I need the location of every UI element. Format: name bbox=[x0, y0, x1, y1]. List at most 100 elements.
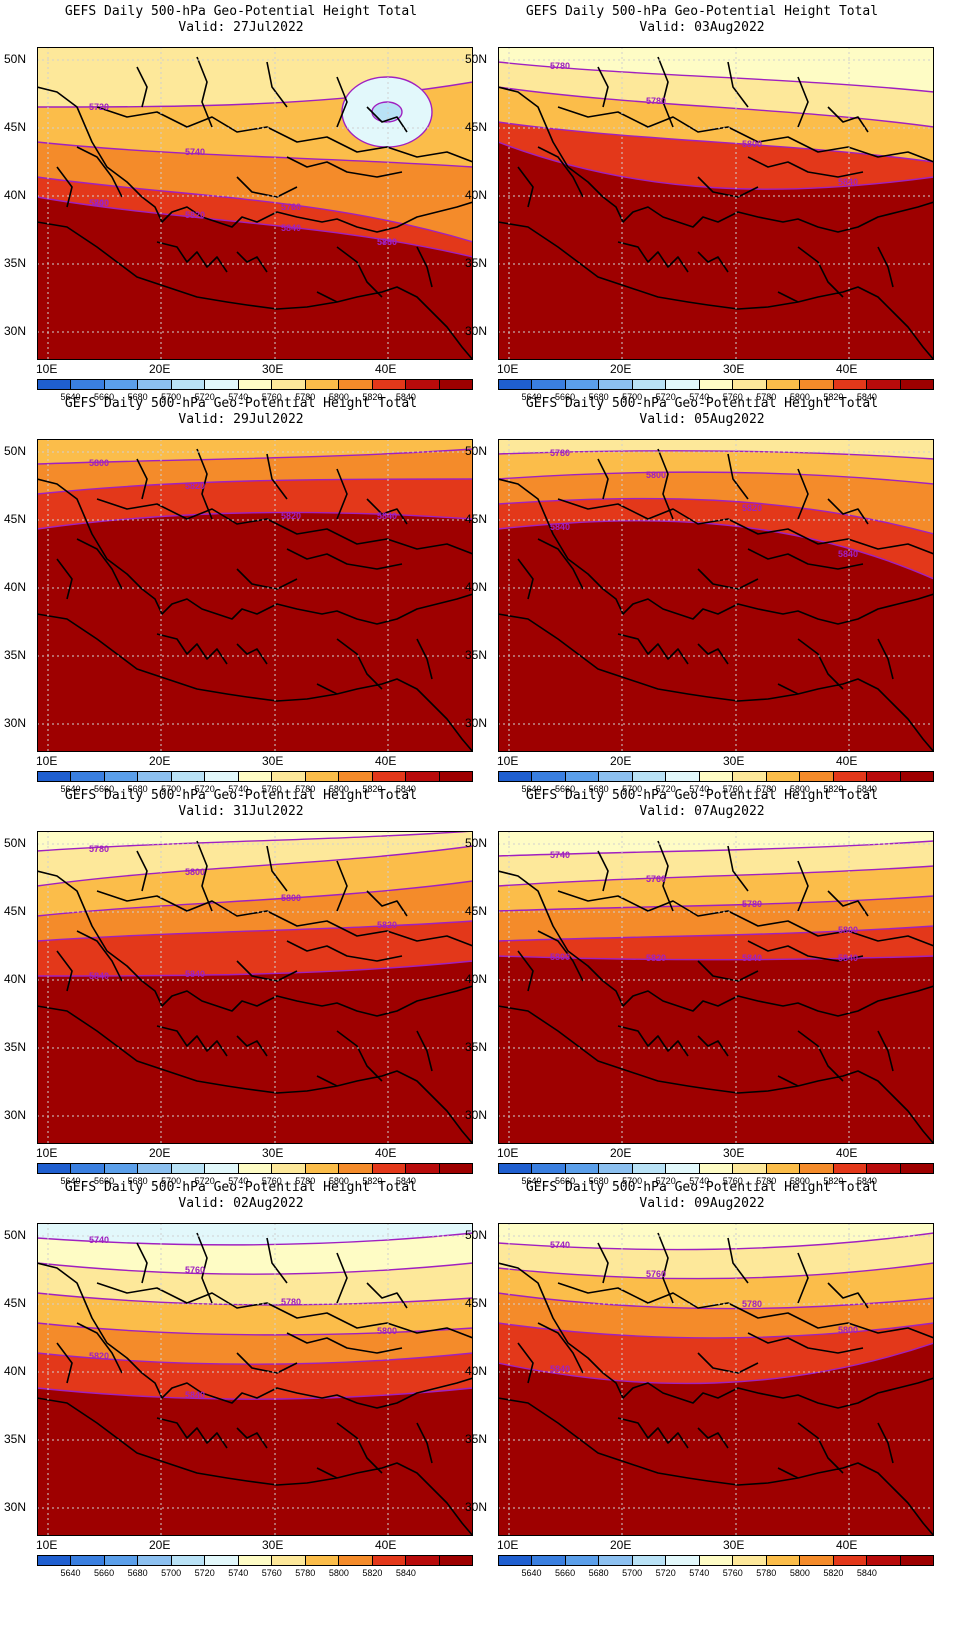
colorbar-label: 5820 bbox=[823, 1568, 844, 1578]
colorbar-swatch bbox=[800, 380, 834, 389]
colorbar-swatch bbox=[599, 1556, 633, 1565]
longitude-label: 20E bbox=[149, 754, 171, 768]
colorbar-swatch bbox=[666, 1164, 700, 1173]
contour-label: 5840 bbox=[838, 177, 858, 187]
colorbar-swatch bbox=[171, 1556, 206, 1565]
latitude-label: 30N bbox=[4, 1500, 27, 1514]
colorbar-swatch bbox=[532, 1164, 566, 1173]
colorbar-label: 5660 bbox=[94, 1176, 115, 1186]
contour-line bbox=[498, 1342, 934, 1385]
colorbar-swatch bbox=[104, 380, 139, 389]
colorbar-swatch bbox=[372, 772, 407, 781]
colorbar-label: 5660 bbox=[94, 392, 115, 402]
colorbar-swatch bbox=[867, 1556, 901, 1565]
colorbar-swatch bbox=[565, 1164, 600, 1173]
colorbar-swatch bbox=[699, 1556, 734, 1565]
latitude-label: 40N bbox=[4, 972, 27, 986]
contour-label: 5800 bbox=[89, 198, 109, 208]
colorbar-label: 5800 bbox=[328, 1176, 349, 1186]
colorbar-label: 5640 bbox=[521, 1176, 542, 1186]
contour-line bbox=[37, 478, 473, 495]
contour-label: 5800 bbox=[281, 893, 301, 903]
colorbar-label: 5760 bbox=[261, 1568, 282, 1578]
colorbar-label: 5720 bbox=[194, 1176, 215, 1186]
colorbar-swatch bbox=[900, 772, 934, 781]
longitude-label: 30E bbox=[723, 1146, 745, 1160]
map-panel: GEFS Daily 500-hPa Geo-Potential Height … bbox=[461, 392, 943, 802]
colorbar-label: 5840 bbox=[856, 1176, 877, 1186]
contour-line bbox=[37, 1262, 473, 1275]
longitude-label: 40E bbox=[375, 1146, 397, 1160]
colorbar-label: 5760 bbox=[722, 1568, 743, 1578]
colorbar-swatch bbox=[833, 1164, 868, 1173]
map-plot: 5780 5780 5800 5840 bbox=[498, 47, 934, 360]
colorbar-swatch bbox=[867, 772, 901, 781]
colorbar-swatch bbox=[305, 1556, 340, 1565]
map-panel: GEFS Daily 500-hPa Geo-Potential Height … bbox=[0, 1176, 482, 1586]
latitude-label: 35N bbox=[465, 256, 488, 270]
colorbar-swatch bbox=[439, 1556, 473, 1565]
colorbar-label: 5640 bbox=[60, 392, 81, 402]
latitude-label: 30N bbox=[4, 1108, 27, 1122]
contour-label: 5840 bbox=[185, 1390, 205, 1400]
colorbar-label: 5740 bbox=[689, 784, 710, 794]
colorbar-label: 5760 bbox=[261, 1176, 282, 1186]
colorbar-label: 5820 bbox=[362, 1176, 383, 1186]
height-band bbox=[498, 831, 934, 856]
height-band bbox=[498, 47, 934, 92]
colorbar-label: 5820 bbox=[362, 784, 383, 794]
panel-valid-date: Valid: 09Aug2022 bbox=[639, 1196, 765, 1211]
latitude-label: 50N bbox=[4, 444, 27, 458]
colorbar-label: 5700 bbox=[622, 1568, 643, 1578]
colorbar-label: 5680 bbox=[588, 784, 609, 794]
colorbar-label: 5760 bbox=[261, 784, 282, 794]
contour-line bbox=[498, 1292, 934, 1310]
contour-line bbox=[37, 920, 473, 942]
colorbar-label: 5840 bbox=[856, 392, 877, 402]
latitude-label: 30N bbox=[4, 324, 27, 338]
colorbar-swatch bbox=[205, 380, 239, 389]
colorbar-label: 5680 bbox=[588, 392, 609, 402]
contour-line bbox=[37, 176, 473, 243]
panel-title: GEFS Daily 500-hPa Geo-Potential Height … bbox=[64, 4, 418, 19]
longitude-label: 20E bbox=[610, 362, 632, 376]
colorbar-swatch bbox=[766, 772, 801, 781]
panel-title: GEFS Daily 500-hPa Geo-Potential Height … bbox=[525, 4, 879, 19]
colorbar-swatch bbox=[833, 380, 868, 389]
colorbar-swatch bbox=[439, 380, 473, 389]
contour-label: 5840 bbox=[89, 971, 109, 981]
contour-label: 5800 bbox=[550, 952, 570, 962]
colorbar-swatch bbox=[104, 1556, 139, 1565]
colorbar-label: 5660 bbox=[555, 1176, 576, 1186]
colorbar-swatch bbox=[305, 1164, 340, 1173]
colorbar-swatch bbox=[238, 380, 273, 389]
colorbar-swatch bbox=[272, 380, 306, 389]
contour-label: 5820 bbox=[185, 481, 205, 491]
contour-label: 5840 bbox=[281, 223, 301, 233]
contour-line bbox=[498, 955, 934, 961]
colorbar-label: 5840 bbox=[395, 392, 416, 402]
colorbar-swatch bbox=[339, 772, 373, 781]
colorbar-swatch bbox=[372, 1164, 407, 1173]
colorbar-swatch bbox=[238, 1164, 273, 1173]
contour-line bbox=[37, 845, 473, 887]
colorbar-label: 5800 bbox=[789, 1176, 810, 1186]
colorbar-swatch bbox=[499, 380, 533, 389]
colorbar-label: 5800 bbox=[789, 784, 810, 794]
colorbar-label: 5700 bbox=[161, 392, 182, 402]
contour-line bbox=[37, 831, 473, 852]
colorbar-swatch bbox=[406, 1556, 440, 1565]
colorbar-label: 5780 bbox=[756, 784, 777, 794]
contour-label: 5800 bbox=[742, 139, 762, 149]
height-band bbox=[37, 439, 473, 464]
panel-title: GEFS Daily 500-hPa Geo-Potential Height … bbox=[525, 788, 879, 803]
map-plot: 5740 5760 5780 5800 5840 bbox=[498, 1223, 934, 1536]
panel-title: GEFS Daily 500-hPa Geo-Potential Height … bbox=[64, 396, 418, 411]
latitude-label: 30N bbox=[465, 1500, 488, 1514]
colorbar-swatch bbox=[800, 772, 834, 781]
colorbar-swatch bbox=[867, 1164, 901, 1173]
contour-label: 5840 bbox=[550, 522, 570, 532]
contour-label: 5800 bbox=[838, 925, 858, 935]
colorbar-label: 5800 bbox=[328, 1568, 349, 1578]
colorbar-label: 5660 bbox=[94, 1568, 115, 1578]
